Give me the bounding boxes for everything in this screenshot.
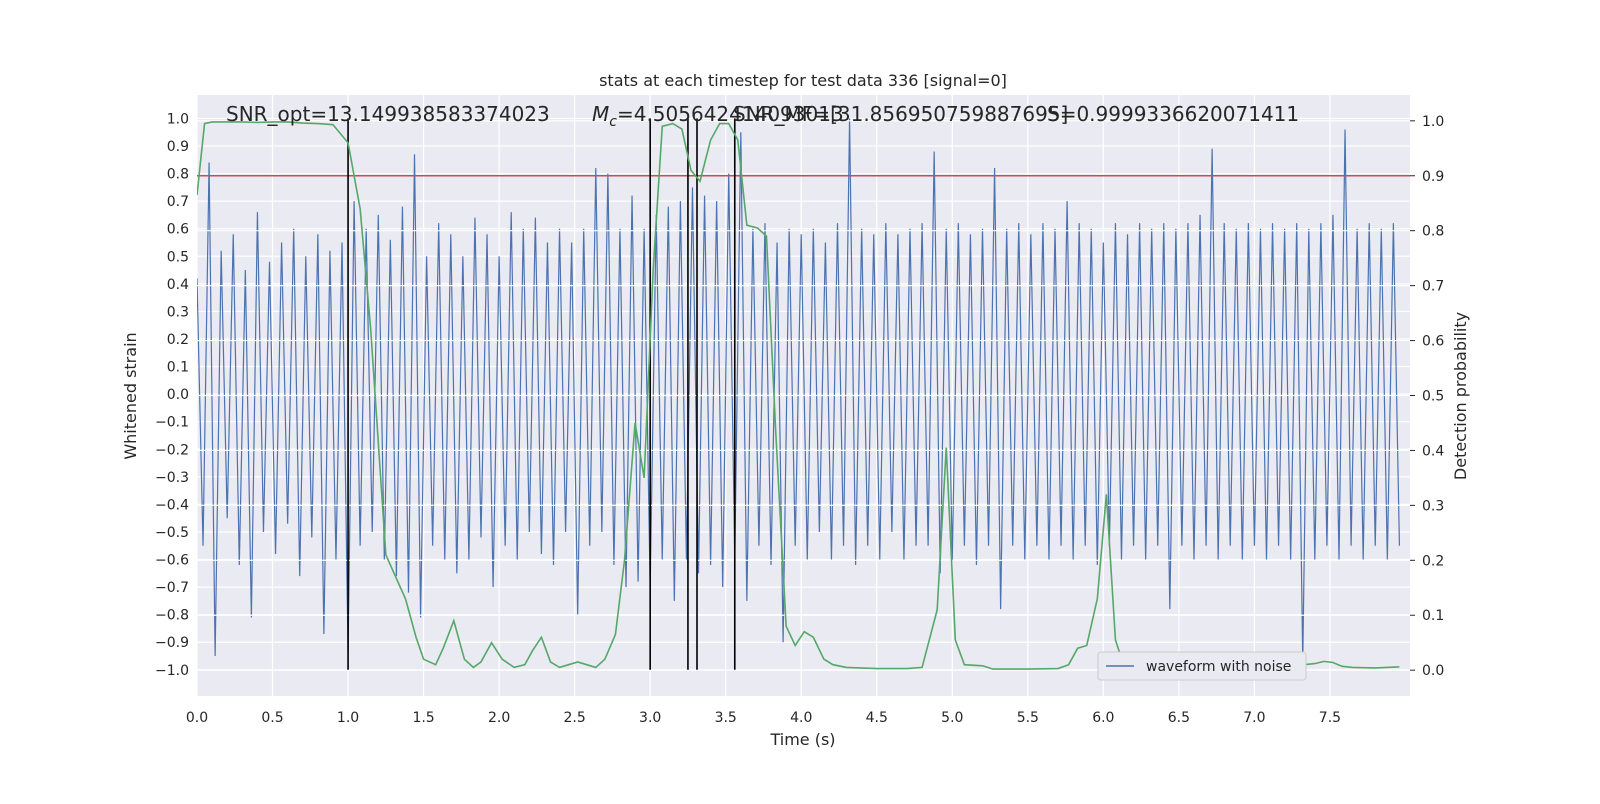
annotation: Mc=4.505642414093013 <box>592 102 844 130</box>
y-tick-label: 0.8 <box>167 167 189 183</box>
y2-tick-label: 0.4 <box>1422 443 1444 459</box>
y2-tick-label: 0.1 <box>1422 608 1444 624</box>
x-tick-label: 3.0 <box>639 710 661 726</box>
y2-tick-label: 0.2 <box>1422 553 1444 569</box>
x-tick-label: 1.5 <box>412 710 434 726</box>
y-tick-label: 0.4 <box>167 277 189 293</box>
annotation-subscript: c <box>609 114 617 130</box>
y-tick-label: 0.7 <box>167 194 189 210</box>
annotation: SNR_MF=[31.856950759887695] <box>733 102 1068 126</box>
data <box>197 118 1410 671</box>
x-tick-label: 0.5 <box>261 710 283 726</box>
y-tick-label: −0.3 <box>155 470 189 486</box>
y2-tick-label: 0.0 <box>1422 663 1444 679</box>
x-tick-label: 7.5 <box>1319 710 1341 726</box>
y-tick-label: 0.0 <box>167 387 189 403</box>
y-tick-label: 0.6 <box>167 222 189 238</box>
probability-line <box>197 121 1400 670</box>
y-tick-label: −0.6 <box>155 553 189 569</box>
y-tick-label: 0.3 <box>167 304 189 320</box>
y-tick-label: 0.2 <box>167 332 189 348</box>
y2-tick-label: 0.8 <box>1422 224 1444 240</box>
y-tick-label: −0.8 <box>155 608 189 624</box>
y-tick-label: 0.1 <box>167 360 189 376</box>
y2-tick-label: 0.5 <box>1422 389 1444 405</box>
x-tick-label: 5.0 <box>941 710 963 726</box>
x-tick-label: 4.0 <box>790 710 812 726</box>
x-tick-label: 5.5 <box>1017 710 1039 726</box>
x-tick-label: 4.5 <box>866 710 888 726</box>
y-tick-label: −0.2 <box>155 442 189 458</box>
y-tick-label: 0.5 <box>167 249 189 265</box>
y2-axis-label: Detection probability <box>1451 312 1470 480</box>
annotation-symbol: M <box>592 102 609 126</box>
x-axis-label: Time (s) <box>769 730 835 749</box>
y-tick-label: −0.7 <box>155 580 189 596</box>
annotations: SNR_opt=13.149938583374023 Mc=4.50564241… <box>226 102 1299 130</box>
x-tick-label: 6.0 <box>1092 710 1114 726</box>
y-tick-label: 0.9 <box>167 139 189 155</box>
y-tick-label: 1.0 <box>167 111 189 127</box>
y2-tick-label: 0.6 <box>1422 334 1444 350</box>
legend-box <box>1097 651 1307 681</box>
y2-tick-label: 1.0 <box>1422 114 1444 130</box>
x-tick-label: 2.0 <box>488 710 510 726</box>
y-tick-label: −1.0 <box>155 663 189 679</box>
y-tick-label: −0.1 <box>155 415 189 431</box>
y2-tick-label: 0.9 <box>1422 169 1444 185</box>
x-tick-label: 0.0 <box>186 710 208 726</box>
y-tick-label: −0.4 <box>155 497 189 513</box>
y-axis-label: Whitened strain <box>121 332 140 459</box>
waveform-line <box>197 118 1401 662</box>
x-tick-label: 3.5 <box>715 710 737 726</box>
y2-tick-label: 0.7 <box>1422 279 1444 295</box>
legend-label: waveform with noise <box>1146 659 1291 675</box>
x-tick-label: 1.0 <box>337 710 359 726</box>
chart-title: stats at each timestep for test data 336… <box>599 71 1007 90</box>
annotation-text: =4.505642414093013 <box>617 102 844 126</box>
y-tick-label: −0.9 <box>155 635 189 651</box>
annotation: S=0.9999336620071411 <box>1047 102 1299 126</box>
x-tick-label: 7.0 <box>1243 710 1265 726</box>
x-tick-label: 2.5 <box>564 710 586 726</box>
x-tick-label: 6.5 <box>1168 710 1190 726</box>
annotation: SNR_opt=13.149938583374023 <box>226 102 550 126</box>
y2-tick-label: 0.3 <box>1422 498 1444 514</box>
y-tick-label: −0.5 <box>155 525 189 541</box>
